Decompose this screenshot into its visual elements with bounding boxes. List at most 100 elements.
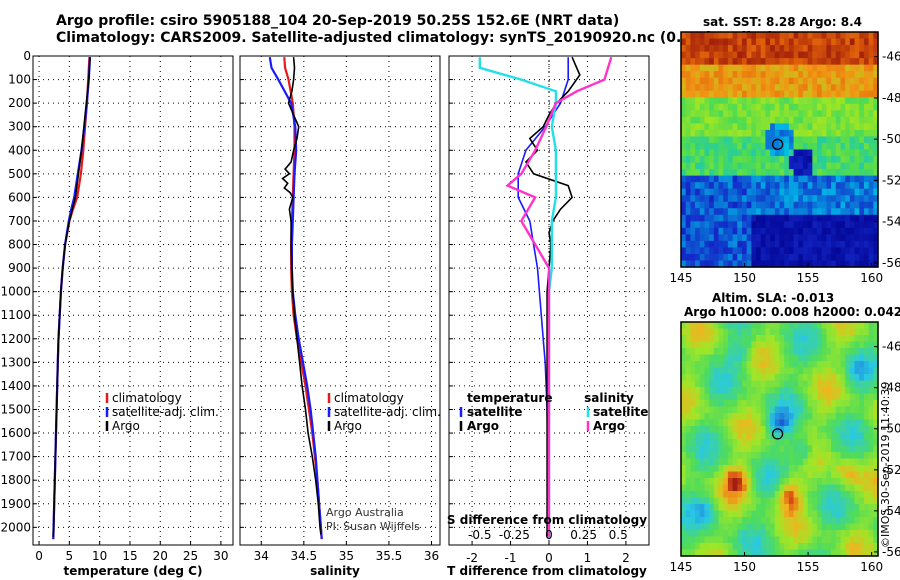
sla-cell bbox=[873, 361, 879, 369]
sst-cell bbox=[831, 84, 837, 92]
sla-cell bbox=[765, 361, 771, 369]
sst-cell bbox=[695, 38, 701, 46]
sla-cell bbox=[770, 484, 776, 492]
sst-cell bbox=[863, 240, 870, 249]
sst-cell bbox=[821, 97, 827, 105]
sla-cell bbox=[793, 543, 799, 551]
sla-cell bbox=[746, 393, 752, 401]
sst-cell bbox=[779, 38, 785, 46]
s-legend-title: salinity bbox=[584, 391, 634, 405]
sla-cell bbox=[681, 504, 687, 512]
sst-cell bbox=[774, 182, 781, 190]
title-line-1: Argo profile: csiro 5905188_104 20-Sep-2… bbox=[56, 13, 620, 29]
sla-cell bbox=[713, 380, 720, 388]
sst-cell bbox=[723, 175, 729, 183]
sla-cell bbox=[817, 439, 823, 447]
sla-cell bbox=[695, 335, 701, 343]
sla-cell bbox=[859, 458, 865, 466]
sst-cell bbox=[746, 64, 752, 72]
sst-cell bbox=[713, 51, 720, 59]
sst-cell bbox=[709, 58, 715, 66]
sst-cell bbox=[812, 221, 818, 229]
sst-cell bbox=[802, 195, 809, 203]
sst-cell bbox=[817, 51, 823, 59]
sla-cell bbox=[718, 406, 724, 414]
sla-cell bbox=[713, 530, 720, 538]
sla-cell bbox=[756, 354, 762, 362]
sla-cell bbox=[741, 328, 748, 336]
sla-cell bbox=[821, 517, 827, 525]
sst-cell bbox=[854, 260, 860, 268]
sst-cell bbox=[849, 149, 856, 157]
sla-cell bbox=[854, 458, 860, 466]
sla-cell bbox=[798, 432, 804, 440]
sla-cell bbox=[774, 465, 781, 473]
sst-cell bbox=[849, 260, 856, 268]
sst-cell bbox=[695, 175, 701, 183]
sst-cell bbox=[704, 175, 710, 183]
sla-cell bbox=[845, 517, 851, 525]
sst-cell bbox=[812, 32, 818, 40]
sst-cell bbox=[765, 38, 771, 46]
sla-cell bbox=[746, 549, 752, 557]
sst-cell bbox=[835, 149, 842, 157]
sla-cell bbox=[798, 419, 804, 427]
sla-cell bbox=[718, 400, 724, 408]
sla-cell bbox=[732, 510, 738, 518]
sst-cell bbox=[770, 136, 776, 144]
sst-cell bbox=[741, 38, 748, 46]
sla-cell bbox=[821, 471, 827, 479]
sla-cell bbox=[774, 530, 781, 538]
sla-cell bbox=[765, 348, 771, 356]
sst-x-tick-label: 145 bbox=[670, 271, 693, 285]
sla-cell bbox=[723, 387, 729, 395]
sla-cell bbox=[741, 432, 748, 440]
sla-cell bbox=[727, 471, 734, 479]
sst-cell bbox=[732, 169, 738, 177]
sla-cell bbox=[821, 543, 827, 551]
sst-cell bbox=[774, 84, 781, 92]
sla-cell bbox=[685, 523, 691, 531]
sst-cell bbox=[868, 38, 874, 46]
sst-cell bbox=[732, 142, 738, 151]
sla-cell bbox=[760, 335, 767, 343]
sst-cell bbox=[779, 129, 785, 138]
sst-cell bbox=[741, 201, 748, 209]
sla-cell bbox=[840, 400, 846, 408]
sst-cell bbox=[695, 208, 701, 216]
sla-cell bbox=[765, 400, 771, 408]
sla-cell bbox=[695, 543, 701, 551]
sla-cell bbox=[737, 328, 743, 336]
sst-cell bbox=[831, 182, 837, 190]
sla-cell bbox=[835, 400, 842, 408]
sst-cell bbox=[774, 253, 781, 262]
sla-cell bbox=[756, 348, 762, 356]
sla-cell bbox=[770, 413, 776, 421]
sla-cell bbox=[845, 465, 851, 473]
sla-cell bbox=[770, 406, 776, 414]
sla-cell bbox=[685, 491, 691, 499]
sla-cell bbox=[779, 471, 785, 479]
sla-cell bbox=[802, 536, 809, 544]
sst-cell bbox=[685, 156, 691, 164]
sst-cell bbox=[784, 149, 790, 157]
sst-cell bbox=[821, 169, 827, 177]
sla-cell bbox=[859, 400, 865, 408]
sla-cell bbox=[793, 491, 799, 499]
sst-cell bbox=[695, 71, 701, 79]
sla-cell bbox=[746, 380, 752, 388]
sst-cell bbox=[699, 201, 706, 209]
sst-cell bbox=[746, 240, 752, 249]
sst-cell bbox=[868, 45, 874, 53]
sst-cell bbox=[826, 201, 832, 209]
sst-cell bbox=[741, 221, 748, 229]
sst-cell bbox=[690, 116, 696, 124]
sst-cell bbox=[798, 188, 804, 196]
sst-cell bbox=[854, 110, 860, 118]
sla-cell bbox=[704, 432, 710, 440]
sla-cell bbox=[732, 439, 738, 447]
sst-cell bbox=[788, 110, 795, 118]
sla-cell bbox=[859, 478, 865, 486]
sst-cell bbox=[709, 234, 715, 242]
sla-cell bbox=[845, 335, 851, 343]
